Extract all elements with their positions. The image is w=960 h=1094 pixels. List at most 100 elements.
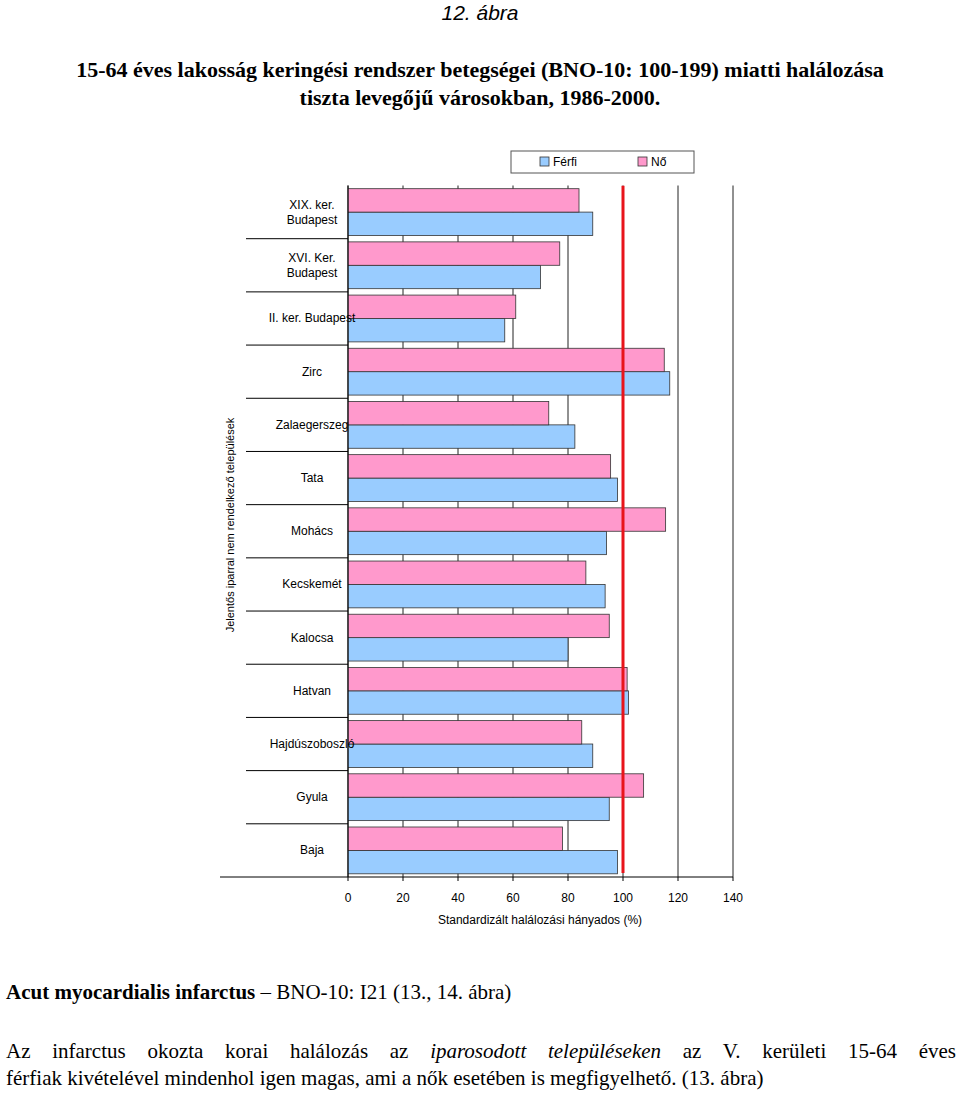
category-label: Zirc [302,365,322,379]
category-separator [246,823,348,824]
x-axis [220,877,733,878]
legend-box [511,151,694,173]
paragraph-segment: férfiak kivételével mindenhol igen magas… [6,1066,763,1090]
y-axis [348,186,349,878]
figure-label-text: 12. ábra [441,1,518,24]
legend-label: Férfi [553,155,577,169]
category-separator [246,717,348,718]
title: 15-64 éves lakosság keringési rendszer b… [0,57,960,83]
bar [348,667,627,690]
bar [348,455,611,478]
x-tick [568,877,569,881]
section-heading: Acut myocardialis infarctus – BNO-10: I2… [6,980,511,1005]
x-tick [403,877,404,881]
grid-line [623,186,624,878]
category-label: Zalaegerszeg [276,418,349,432]
x-tick-label: 40 [451,891,465,905]
category-label-line: Mohács [291,524,333,538]
legend-swatch [638,157,647,166]
category-label: Hajdúszoboszló [270,737,355,751]
x-tick-label: 80 [561,891,575,905]
heading-rest: – BNO-10: I21 (13., 14. ábra) [261,980,512,1004]
x-tick-label: 120 [668,891,688,905]
bar [348,189,579,212]
category-label-line: Budapest [287,266,338,280]
paragraph-line: férfiak kivételével mindenhol igen magas… [6,1066,763,1091]
category-label-line: Zirc [302,365,322,379]
bar [348,827,563,850]
category-separator [246,664,348,665]
x-tick-label: 60 [506,891,520,905]
bar [348,638,568,661]
bar [348,531,607,554]
category-label: II. ker. Budapest [269,311,356,325]
category-label-line: Hajdúszoboszló [270,737,355,751]
x-tick-label: 20 [396,891,410,905]
bar [348,372,670,395]
x-tick-label: 100 [613,891,633,905]
bar [348,614,609,637]
bar [348,318,505,341]
category-label-line: XVI. Ker. [288,251,335,265]
bar [348,295,516,318]
category-separator [246,611,348,612]
category-separator [246,291,348,292]
grid-line [678,186,679,878]
category-separator [246,451,348,452]
category-label-line: Hatvan [293,684,331,698]
category-label: XIX. ker.Budapest [287,198,338,227]
category-separator [246,345,348,346]
category-label-line: Tata [301,471,324,485]
paragraph-segment: iparosodott településeken [430,1039,661,1063]
x-tick [458,877,459,881]
bar [348,478,618,501]
category-label: Baja [300,843,324,857]
category-label-line: Kecskemét [282,577,342,591]
category-label-line: XIX. ker. [289,198,334,212]
x-tick-label: 0 [345,891,352,905]
y-axis-label: Jelentős iparral nem rendelkező települé… [224,417,236,632]
bar [348,265,541,288]
title-line: tiszta levegőjű városokban, 1986-2000. [300,85,661,110]
bar [348,797,609,820]
category-separator [246,238,348,239]
bar [348,508,666,531]
figure-label: 12. ábra [0,1,960,25]
x-axis-label: Standardizált halálozási hányados (%) [438,913,642,927]
category-label-line: Zalaegerszeg [276,418,349,432]
bar [348,850,618,873]
reference-line [622,186,625,874]
category-label: Kecskemét [282,577,342,591]
category-label: Tata [301,471,324,485]
bar [348,425,575,448]
x-tick [733,877,734,881]
x-tick [623,877,624,881]
category-label: Gyula [296,790,328,804]
bar [348,584,605,607]
title: tiszta levegőjű városokban, 1986-2000. [0,85,960,111]
bars [348,186,670,874]
paragraph-line: Az infarctus okozta korai halálozás az i… [6,1039,956,1064]
legend-label: Nő [651,155,667,169]
bar [348,774,644,797]
grid-line [733,186,734,878]
chart: XIX. ker.BudapestXVI. Ker.BudapestII. ke… [0,0,960,1094]
grid-line [348,186,349,878]
bar [348,348,664,371]
bar [348,212,593,235]
heading-bold: Acut myocardialis infarctus [6,980,255,1004]
bar [348,744,593,767]
x-tick-label: 140 [723,891,743,905]
category-label: Kalocsa [291,631,334,645]
title-line: 15-64 éves lakosság keringési rendszer b… [76,57,884,82]
bar [348,561,586,584]
category-label-line: Gyula [296,790,328,804]
bar [348,401,549,424]
category-label-line: Budapest [287,213,338,227]
category-separator [246,504,348,505]
paragraph-segment: az V. kerületi 15-64 éves [683,1039,956,1063]
category-separator [246,770,348,771]
category-label: Hatvan [293,684,331,698]
x-tick [348,877,349,881]
category-separator [246,398,348,399]
